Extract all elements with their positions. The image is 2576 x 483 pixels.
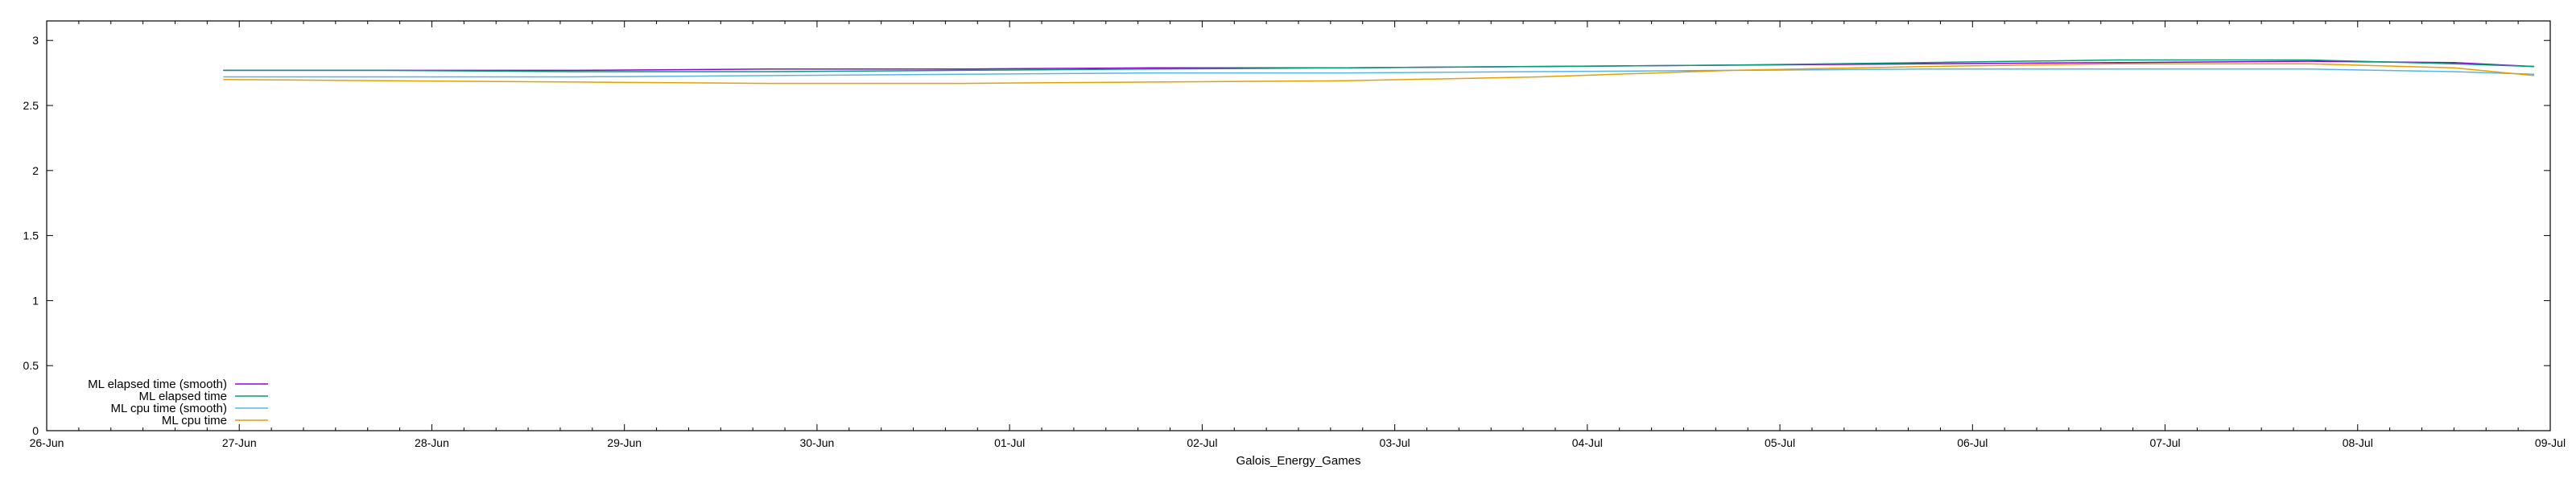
x-tick-label: 09-Jul: [2535, 436, 2566, 449]
x-tick-label: 27-Jun: [222, 436, 257, 449]
x-tick-label: 07-Jul: [2149, 436, 2180, 449]
series-line: [223, 63, 2535, 85]
y-tick-label: 3: [32, 34, 39, 47]
x-tick-label: 28-Jun: [415, 436, 449, 449]
legend-label: ML elapsed time: [139, 390, 228, 403]
series-line: [223, 59, 2535, 72]
x-tick-label: 02-Jul: [1187, 436, 1217, 449]
y-tick-label: 1.5: [23, 229, 39, 242]
series-line: [223, 68, 2535, 78]
x-tick-label: 26-Jun: [30, 436, 64, 449]
legend-label: ML elapsed time (smooth): [88, 378, 227, 391]
y-tick-label: 0.5: [23, 359, 39, 372]
x-tick-label: 01-Jul: [994, 436, 1025, 449]
y-tick-label: 2.5: [23, 99, 39, 112]
labels-layer: 26-Jun 27-Jun 28-Jun 29-Jun 30-Jun 01-Jul 02-J…: [23, 34, 2566, 449]
legend-label: ML cpu time (smooth): [111, 402, 228, 415]
x-tick-label: 29-Jun: [607, 436, 642, 449]
x-tick-label: 03-Jul: [1380, 436, 1410, 449]
x-axis-title: Galois_Energy_Games: [1236, 454, 1360, 468]
x-tick-label: 06-Jul: [1957, 436, 1988, 449]
legend-label: ML cpu time: [162, 414, 227, 427]
x-tick-label: 08-Jul: [2343, 436, 2373, 449]
x-tick-label: 04-Jul: [1572, 436, 1603, 449]
plot-frame: [46, 20, 2551, 431]
y-tick-label: 1: [32, 294, 39, 307]
legend: ML elapsed time (smooth)ML elapsed timeM…: [88, 378, 268, 427]
y-tick-label: 0: [32, 424, 39, 437]
x-tick-label: 05-Jul: [1765, 436, 1795, 449]
y-tick-label: 2: [32, 164, 39, 177]
ticks-layer: [46, 21, 2551, 431]
series-layer: [223, 59, 2535, 85]
x-tick-label: 30-Jun: [800, 436, 835, 449]
